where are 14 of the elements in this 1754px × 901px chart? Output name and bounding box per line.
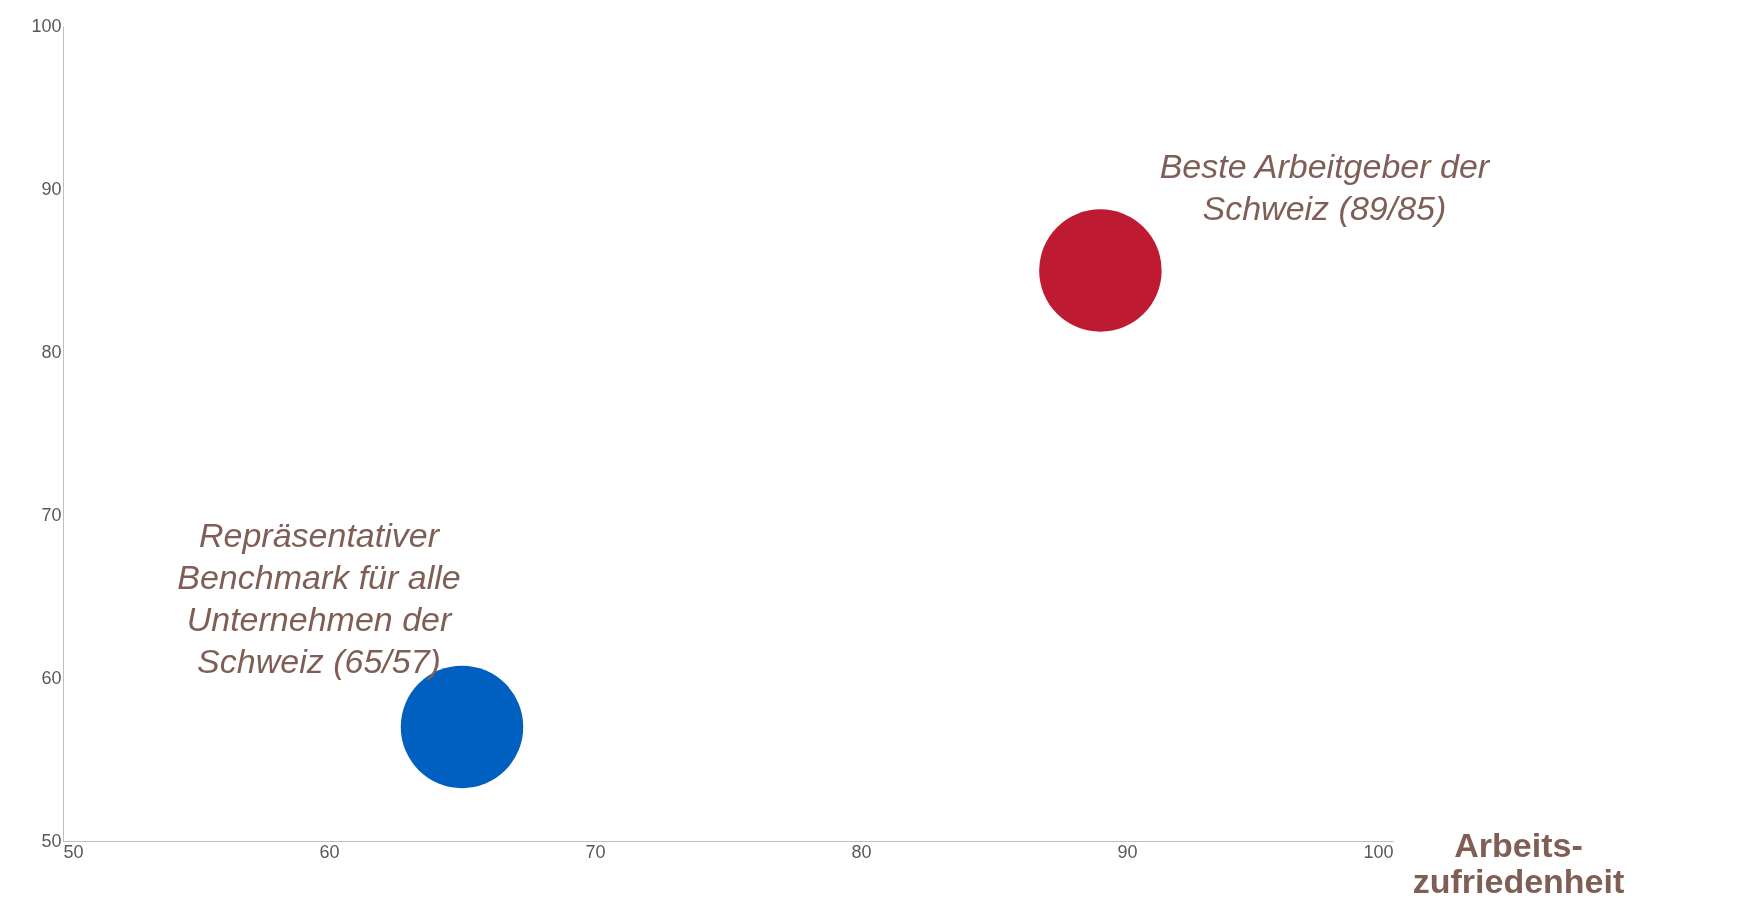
y-tick-label: 90 <box>41 178 62 199</box>
x-tick-label: 60 <box>319 841 340 862</box>
x-tick-label: 50 <box>63 841 84 862</box>
y-tick-label: 80 <box>41 341 62 362</box>
x-tick-label: 90 <box>1117 841 1138 862</box>
y-tick-label: 60 <box>41 667 62 688</box>
x-axis-title: Arbeits- zufriedenheit <box>1412 825 1625 900</box>
annotation: Repräsentativer Benchmark für alle Unternehmen der Schweiz (65/57) <box>177 515 461 680</box>
y-tick-label: 70 <box>41 504 62 525</box>
x-tick-label: 80 <box>851 841 872 862</box>
x-tick-label: 70 <box>585 841 606 862</box>
annotation: Beste Arbeitgeber der Schweiz (89/85) <box>1159 146 1491 227</box>
y-tick-label: 100 <box>31 15 62 36</box>
x-tick-label: 100 <box>1363 841 1394 862</box>
